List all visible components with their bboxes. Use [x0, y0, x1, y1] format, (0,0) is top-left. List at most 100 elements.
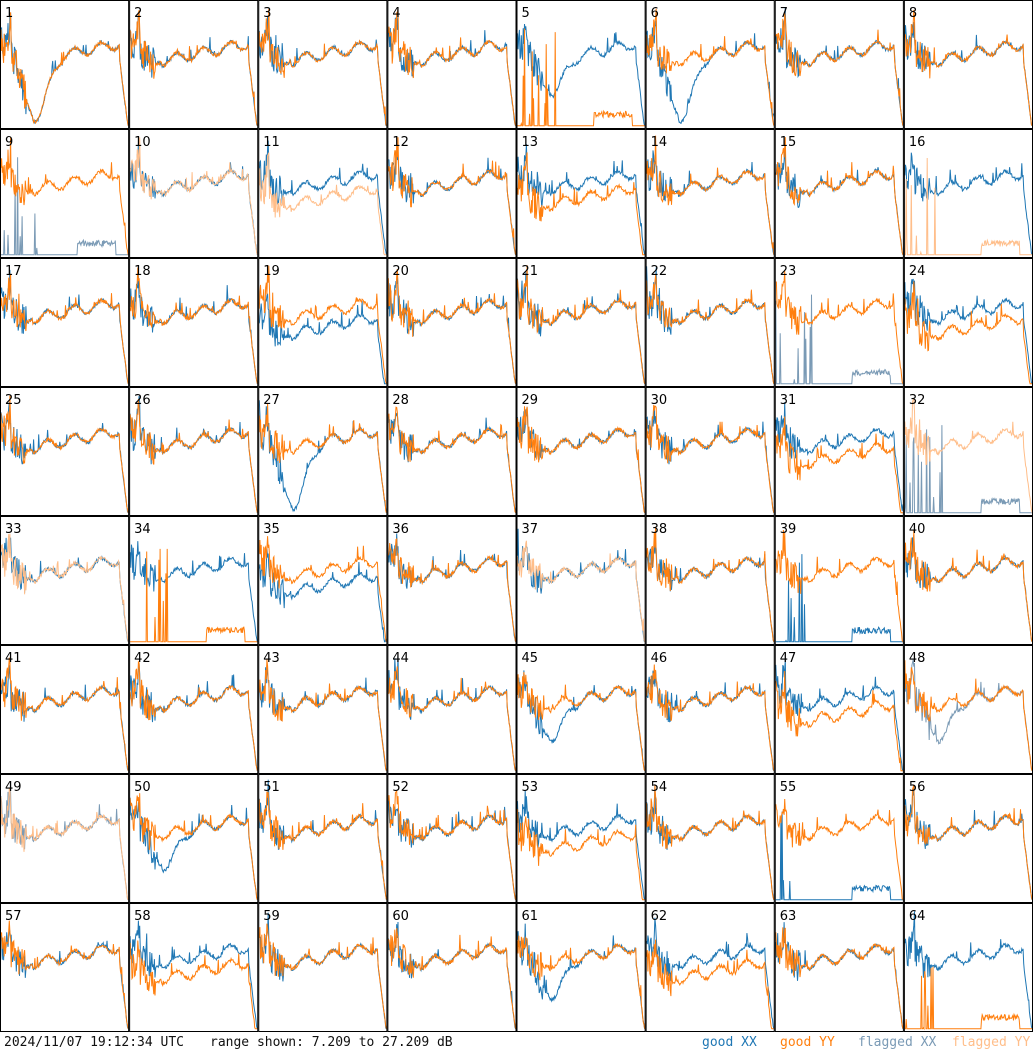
panel-30: 30 [645, 387, 775, 516]
panel-label-8: 8 [909, 6, 917, 21]
panel-frame-51 [258, 774, 388, 903]
panel-label-56: 56 [909, 780, 926, 795]
series-34-yy [130, 548, 258, 643]
series-55-yy [775, 798, 904, 900]
panel-61: 61 [516, 903, 646, 1032]
series-13-yy [517, 152, 645, 256]
legend-flagged-xx: flagged XX [858, 1035, 937, 1050]
series-14-xx [646, 150, 775, 255]
panel-label-50: 50 [134, 780, 151, 795]
panel-label-23: 23 [780, 264, 797, 279]
series-56-yy [904, 784, 1033, 900]
panel-label-14: 14 [651, 135, 668, 150]
panel-label-46: 46 [651, 651, 668, 666]
panel-33: 33 [0, 516, 130, 645]
panel-label-33: 33 [5, 522, 22, 537]
panel-34: 34 [129, 516, 259, 645]
series-26-yy [129, 398, 258, 513]
series-30-xx [646, 406, 775, 513]
series-22-yy [646, 275, 775, 384]
series-6-xx [646, 20, 775, 124]
series-63-yy [775, 927, 904, 1029]
panel-label-57: 57 [5, 909, 22, 924]
panel-57: 57 [0, 903, 130, 1032]
panel-label-11: 11 [263, 135, 280, 150]
panel-14: 14 [645, 129, 775, 258]
panel-46: 46 [645, 645, 775, 774]
panel-frame-11 [258, 129, 388, 258]
panel-frame-61 [516, 903, 646, 1032]
series-25-yy [0, 395, 129, 513]
series-1-xx [0, 12, 129, 126]
panel-56: 56 [903, 774, 1033, 903]
panel-43: 43 [258, 645, 388, 774]
series-44-xx [387, 655, 516, 771]
panel-label-21: 21 [522, 264, 539, 279]
series-49-xx [0, 790, 129, 901]
legend-good-xx: good XX [702, 1035, 757, 1050]
panel-label-1: 1 [5, 6, 13, 21]
panel-18: 18 [129, 258, 259, 387]
series-5-xx [517, 23, 646, 126]
panel-label-13: 13 [522, 135, 539, 150]
series-53-xx [517, 790, 646, 900]
series-7-xx [775, 7, 904, 126]
panel-label-43: 43 [263, 651, 280, 666]
panel-48: 48 [903, 645, 1033, 774]
series-39-yy [775, 529, 904, 642]
panel-37: 37 [516, 516, 646, 645]
panel-label-29: 29 [522, 393, 539, 408]
series-28-yy [387, 406, 516, 513]
panel-25: 25 [0, 387, 130, 516]
panel-label-61: 61 [522, 909, 539, 924]
panel-45: 45 [516, 645, 646, 774]
panel-32: 32 [903, 387, 1033, 516]
panel-44: 44 [387, 645, 517, 774]
series-43-yy [258, 659, 387, 771]
panel-frame-34 [129, 516, 259, 645]
panel-frame-15 [774, 129, 904, 258]
series-20-xx [387, 269, 516, 384]
series-17-yy [0, 273, 129, 384]
panel-27: 27 [258, 387, 388, 516]
panel-36: 36 [387, 516, 517, 645]
series-29-yy [517, 406, 646, 513]
panel-label-10: 10 [134, 135, 151, 150]
panel-frame-52 [387, 774, 517, 903]
panel-frame-28 [387, 387, 517, 516]
panel-frame-18 [129, 258, 259, 387]
panel-label-6: 6 [651, 6, 659, 21]
panel-frame-46 [645, 645, 775, 774]
panel-frame-21 [516, 258, 646, 387]
range-text: range shown: 7.209 to 27.209 dB [210, 1035, 453, 1050]
series-44-yy [387, 666, 516, 771]
series-63-xx [775, 922, 904, 1029]
panel-51: 51 [258, 774, 388, 903]
panel-frame-13 [516, 129, 646, 258]
series-39-xx [775, 554, 903, 643]
series-62-yy [646, 939, 774, 1030]
series-23-yy [775, 270, 904, 384]
series-13-xx [517, 143, 646, 255]
panel-28: 28 [387, 387, 517, 516]
series-19-xx [258, 293, 387, 385]
series-8-xx [904, 21, 1033, 126]
panel-41: 41 [0, 645, 130, 774]
series-16-yy [904, 157, 1032, 256]
series-6-yy [646, 8, 775, 126]
panel-39: 39 [774, 516, 904, 645]
series-40-yy [904, 530, 1033, 642]
series-19-yy [258, 265, 387, 384]
series-25-xx [0, 402, 129, 513]
panel-frame-58 [129, 903, 259, 1032]
series-23-xx [775, 294, 903, 385]
panel-frame-1 [0, 0, 130, 129]
panel-label-42: 42 [134, 651, 151, 666]
panel-label-41: 41 [5, 651, 22, 666]
panel-17: 17 [0, 258, 130, 387]
panel-frame-39 [774, 516, 904, 645]
panel-52: 52 [387, 774, 517, 903]
panel-frame-23 [774, 258, 904, 387]
series-59-yy [258, 923, 387, 1029]
